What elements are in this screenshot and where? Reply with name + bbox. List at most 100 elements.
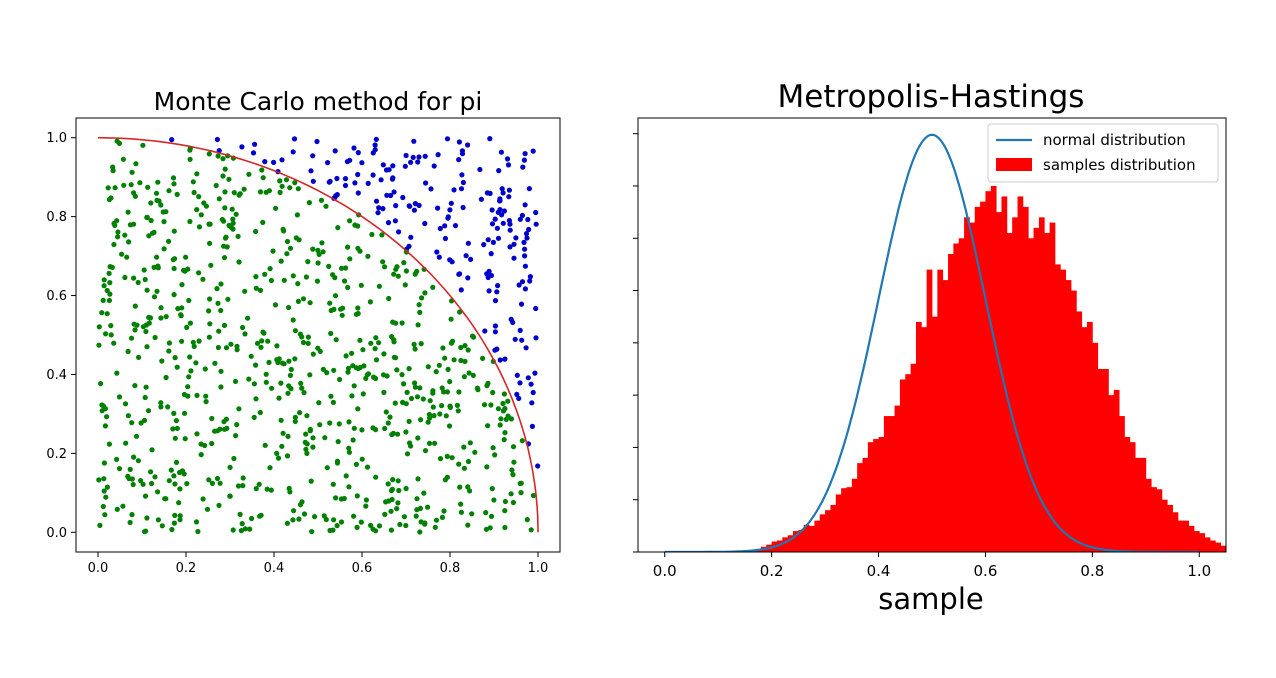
inside-point [360,347,366,353]
inside-point [101,283,107,289]
inside-point [485,423,491,429]
inside-point [190,179,196,185]
inside-point [308,478,314,484]
inside-point [305,340,311,346]
inside-point [443,413,449,419]
outside-point [435,205,441,211]
inside-point [107,280,113,286]
inside-point [488,513,495,520]
inside-point [395,500,401,506]
y-tick-label: 0.6 [46,289,67,304]
outside-point [529,400,535,406]
inside-point [235,233,241,239]
inside-point [358,519,364,525]
inside-point [131,221,137,227]
inside-point [333,337,339,343]
inside-point [381,351,387,357]
histogram-bar [996,212,1002,552]
inside-point [373,375,379,382]
inside-point [484,464,490,470]
outside-point [492,329,498,335]
outside-point [408,234,414,240]
inside-point [462,343,468,349]
outside-point [497,207,503,213]
inside-point [430,284,436,290]
inside-point [420,396,426,402]
histogram-bar [1006,233,1013,552]
outside-point [494,225,500,231]
inside-point [158,400,164,406]
inside-point [517,480,523,487]
outside-point [486,288,492,294]
inside-point [105,185,111,191]
inside-point [208,262,214,268]
metropolis-hastings-title: Metropolis-Hastings [778,79,1085,115]
inside-point [343,353,349,359]
inside-point [336,421,342,427]
x-tick-label: 0.4 [867,562,891,580]
inside-point [155,517,161,523]
histogram-bar [1038,217,1045,552]
inside-point [221,243,227,249]
histogram-bar [878,436,885,552]
inside-point [347,256,353,262]
inside-point [332,293,339,299]
outside-point [416,154,422,160]
inside-point [253,396,259,402]
histogram-bar [803,524,810,552]
histogram-bar [1177,520,1184,552]
inside-point [103,331,109,337]
inside-point [509,467,515,473]
histogram-bar [883,416,890,552]
inside-point [414,496,420,502]
inside-point [209,440,215,447]
inside-point [158,305,164,311]
inside-point [171,265,177,272]
inside-point [278,380,284,386]
inside-point [120,503,126,509]
inside-point [454,402,460,408]
outside-point [522,151,528,157]
inside-point [399,372,405,378]
inside-point [328,393,334,399]
inside-point [481,402,488,408]
inside-point [500,408,506,414]
inside-point [440,345,446,351]
outside-point [524,235,530,241]
inside-point [305,334,311,340]
outside-point [355,190,361,196]
inside-point [232,378,239,384]
inside-point [187,320,193,326]
inside-point [108,195,114,201]
histogram-bar [1172,512,1179,552]
inside-point [114,370,120,376]
inside-point [501,391,507,397]
inside-point [112,185,118,191]
inside-point [390,477,396,483]
inside-point [246,376,252,382]
inside-point [130,481,136,488]
inside-point [204,506,211,512]
inside-point [190,339,196,345]
inside-point [182,410,188,416]
inside-point [355,223,361,229]
outside-point [392,218,398,224]
inside-point [345,244,351,250]
inside-point [237,511,243,517]
metropolis-hastings-plot-frame [637,117,1227,553]
inside-point [284,238,291,245]
inside-point [327,300,333,306]
inside-point [431,413,437,419]
inside-point [220,156,226,162]
inside-point [288,366,294,373]
inside-point [354,524,360,531]
outside-point [501,208,507,214]
outside-point [447,207,453,213]
inside-point [263,379,269,385]
inside-point [173,459,180,465]
outside-point [520,164,526,170]
inside-point [446,423,453,429]
inside-point [145,408,152,414]
inside-point [401,514,407,520]
inside-point [341,278,348,284]
